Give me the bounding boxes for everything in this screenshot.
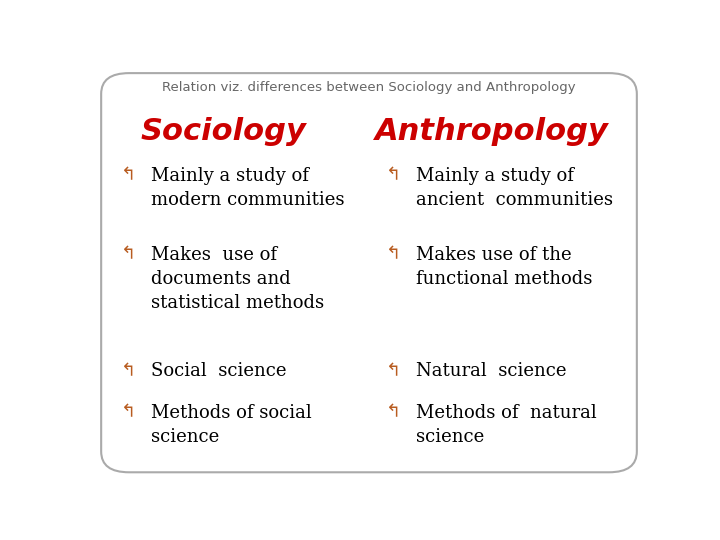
Text: documents and: documents and xyxy=(151,270,291,288)
Text: Mainly a study of: Mainly a study of xyxy=(151,167,310,185)
Text: modern communities: modern communities xyxy=(151,191,345,209)
Text: Makes  use of: Makes use of xyxy=(151,246,277,264)
Text: ↰: ↰ xyxy=(386,362,401,380)
Text: ↰: ↰ xyxy=(121,362,136,380)
Text: ↰: ↰ xyxy=(121,167,136,185)
Text: Methods of social: Methods of social xyxy=(151,404,312,422)
Text: ↰: ↰ xyxy=(121,246,136,264)
Text: Mainly a study of: Mainly a study of xyxy=(416,167,575,185)
Text: ↰: ↰ xyxy=(386,246,401,264)
Text: ↰: ↰ xyxy=(386,404,401,422)
Text: functional methods: functional methods xyxy=(416,270,593,288)
Text: Natural  science: Natural science xyxy=(416,362,567,380)
Text: ↰: ↰ xyxy=(386,167,401,185)
Text: ancient  communities: ancient communities xyxy=(416,191,613,209)
Text: Methods of  natural: Methods of natural xyxy=(416,404,597,422)
Text: Social  science: Social science xyxy=(151,362,287,380)
FancyBboxPatch shape xyxy=(101,73,637,472)
Text: Makes use of the: Makes use of the xyxy=(416,246,572,264)
Text: ↰: ↰ xyxy=(121,404,136,422)
Text: Anthropology: Anthropology xyxy=(375,117,608,146)
Text: Sociology: Sociology xyxy=(141,117,307,146)
Text: science: science xyxy=(151,428,220,446)
Text: Relation viz. differences between Sociology and Anthropology: Relation viz. differences between Sociol… xyxy=(162,82,576,94)
Text: science: science xyxy=(416,428,485,446)
Text: statistical methods: statistical methods xyxy=(151,294,325,312)
